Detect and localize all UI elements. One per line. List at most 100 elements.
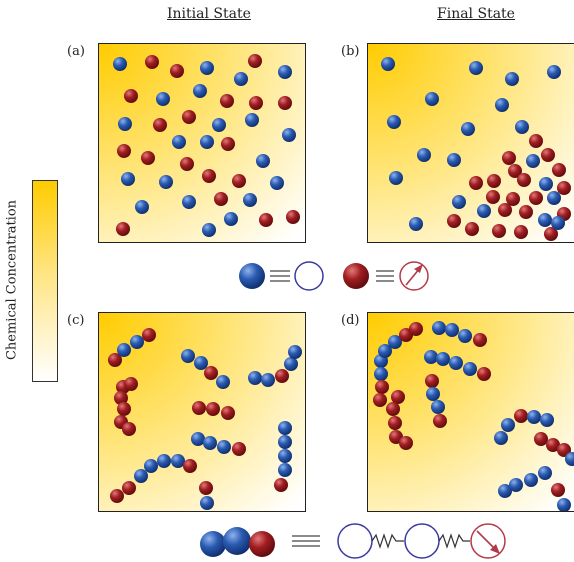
red-particle [529, 191, 543, 205]
red-particle [204, 366, 218, 380]
red-particle [425, 374, 439, 388]
red-particle [433, 414, 447, 428]
red-particle [170, 64, 184, 78]
blue-particle [224, 212, 238, 226]
red-particle [221, 137, 235, 151]
direction-arrow [476, 530, 496, 550]
red-particle [388, 416, 402, 430]
blue-particle [144, 459, 158, 473]
blue-particle [388, 335, 402, 349]
blue-particle [417, 148, 431, 162]
blue-particle [540, 413, 554, 427]
red-particle [278, 96, 292, 110]
red-particle [117, 144, 131, 158]
blue-particle [117, 343, 131, 357]
blue-particle [469, 61, 483, 75]
header-initial-state: Initial State [167, 6, 251, 22]
red-particle [508, 164, 522, 178]
red-particle [557, 443, 571, 457]
panel-d-final-chains [367, 312, 574, 512]
red-particle [514, 225, 528, 239]
blue-particle [121, 172, 135, 186]
blue-particle [381, 57, 395, 71]
spring-icon [371, 533, 404, 549]
blue-particle [248, 371, 262, 385]
spring-icon [438, 533, 470, 549]
active-particle-circle [399, 261, 429, 291]
red-particle [221, 406, 235, 420]
blue-particle [557, 498, 571, 511]
red-particle [373, 393, 387, 407]
blue-particle [278, 463, 292, 477]
red-particle [391, 390, 405, 404]
header-final-state: Final State [437, 6, 515, 22]
blue-particle [134, 469, 148, 483]
colorbar-label: Chemical Concentration [4, 199, 20, 361]
red-particle [286, 210, 300, 224]
chain-blue-bead [200, 531, 226, 557]
blue-particle [217, 440, 231, 454]
red-particle [399, 436, 413, 450]
blue-particle [424, 350, 438, 364]
chain-blue-bead [223, 527, 251, 555]
legend-chain-symbols [200, 523, 506, 559]
red-particle [124, 377, 138, 391]
blue-particle [157, 454, 171, 468]
blue-particle [181, 349, 195, 363]
red-particle [141, 151, 155, 165]
panel-label-d: (d) [341, 313, 360, 328]
blue-particle [463, 362, 477, 376]
red-particle-symbol [343, 263, 369, 289]
red-particle [124, 89, 138, 103]
red-particle [551, 483, 565, 497]
bead-circle [404, 523, 440, 559]
red-particle [214, 192, 228, 206]
red-particle [153, 118, 167, 132]
red-particle [180, 157, 194, 171]
blue-particle [509, 478, 523, 492]
blue-particle [436, 352, 450, 366]
red-particle [447, 214, 461, 228]
red-particle [275, 369, 289, 383]
red-particle [110, 489, 124, 503]
blue-particle [374, 367, 388, 381]
blue-particle [234, 72, 248, 86]
red-particle [546, 438, 560, 452]
red-particle [506, 192, 520, 206]
red-particle [486, 190, 500, 204]
blue-particle [256, 154, 270, 168]
blue-particle [378, 344, 392, 358]
red-particle [529, 134, 543, 148]
red-particle [514, 409, 528, 423]
red-particle [117, 402, 131, 416]
blue-particle [278, 449, 292, 463]
blue-particle [261, 373, 275, 387]
blue-particle [547, 65, 561, 79]
blue-particle [498, 484, 512, 498]
passive-particle-circle [294, 261, 324, 291]
red-particle [199, 481, 213, 495]
blue-particle [194, 356, 208, 370]
red-particle [145, 55, 159, 69]
concentration-colorbar [32, 180, 58, 382]
red-particle [473, 333, 487, 347]
blue-particle [172, 135, 186, 149]
bead-circle [337, 523, 373, 559]
blue-particle [425, 92, 439, 106]
red-particle [409, 322, 423, 336]
blue-particle [477, 204, 491, 218]
active-bead-circle [470, 523, 506, 559]
red-particle [248, 54, 262, 68]
red-particle [517, 173, 531, 187]
blue-particle [191, 432, 205, 446]
chain-red-bead [249, 531, 275, 557]
blue-particle [409, 217, 423, 231]
red-particle [122, 481, 136, 495]
red-particle [114, 391, 128, 405]
blue-particle [182, 195, 196, 209]
red-particle [116, 222, 130, 236]
blue-particle [526, 154, 540, 168]
blue-particle [284, 357, 298, 371]
blue-particle [270, 176, 284, 190]
red-particle [498, 203, 512, 217]
